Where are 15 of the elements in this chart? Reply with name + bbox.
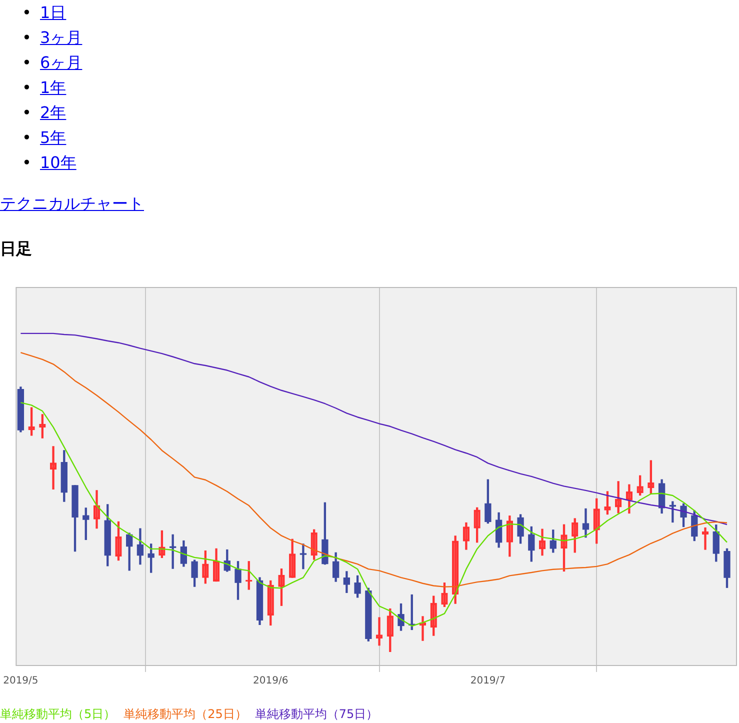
x-tick-label: 2019/7: [470, 676, 506, 687]
text: 単純移動平均（25日）: [124, 707, 247, 721]
text: • 6ヶ月: [22, 52, 82, 74]
chart-title: 日足: [0, 238, 32, 260]
text: 単純移動平均（5日）: [0, 707, 116, 721]
text: • 1年: [22, 77, 66, 99]
text: • 1日: [22, 2, 66, 24]
x-tick-label: 2019/5: [3, 676, 38, 687]
text: • 10年: [22, 152, 76, 174]
x-tick-label: 2019/6: [253, 676, 288, 687]
text: • 3ヶ月: [22, 27, 82, 49]
chart-subtitle: テクニカルチャート: [0, 194, 144, 213]
text: 単純移動平均（75日）: [254, 707, 378, 721]
text: • 2年: [22, 102, 66, 124]
text: • 5年: [22, 127, 66, 149]
